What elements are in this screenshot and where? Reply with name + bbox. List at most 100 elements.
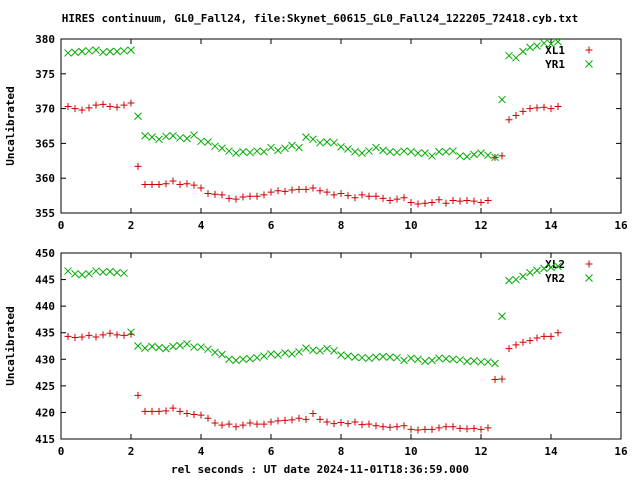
data-point [267,350,275,358]
data-point [106,103,114,111]
data-point [99,100,107,108]
data-point [148,133,156,141]
data-point [316,138,324,147]
data-point [358,149,366,157]
data-point [295,143,303,152]
data-point [400,194,408,202]
data-point [316,346,324,355]
data-point [533,334,541,342]
x-tick-label: 14 [544,219,558,232]
data-point [449,196,457,204]
data-point [204,414,212,422]
data-point [540,332,548,340]
data-point [428,152,436,160]
data-point [484,424,492,432]
data-point [519,107,527,115]
data-point [176,180,184,188]
data-point [120,269,128,278]
data-point [64,103,72,111]
data-point [155,135,163,144]
data-point [414,355,422,364]
data-point [337,190,345,198]
legend-marker-XL2 [585,260,593,268]
data-point [127,99,135,107]
data-point [519,338,527,346]
data-point [295,414,303,422]
data-point [498,152,506,160]
y-axis-label: Uncalibrated [4,86,17,165]
data-point [505,276,513,285]
data-point [442,147,450,156]
data-point [449,423,457,431]
data-point [421,199,429,207]
data-point [442,199,450,207]
data-point [288,186,296,194]
data-point [540,103,548,111]
data-point [421,425,429,433]
data-point [260,191,268,199]
data-point [470,357,478,365]
data-point [330,420,338,428]
data-point [239,147,247,156]
x-tick-label: 2 [128,219,135,232]
data-point [400,147,408,155]
data-point [323,138,331,146]
x-tick-label: 16 [614,219,628,232]
y-axis-label: Uncalibrated [4,306,17,385]
legend-marker-YR2 [585,274,593,282]
data-point [281,144,289,153]
data-point [372,353,380,362]
data-point [477,199,485,207]
data-point [309,346,317,355]
data-point [71,105,79,113]
data-point [400,422,408,430]
data-point [183,340,191,348]
data-point [232,423,240,431]
data-point [225,355,233,364]
data-point [316,415,324,423]
data-point [456,197,464,205]
data-point [162,407,170,415]
y-tick-label: 365 [35,137,55,150]
x-tick-label: 6 [268,445,275,458]
data-point [449,355,457,364]
data-point [477,149,485,157]
data-point [78,333,86,341]
data-point [505,51,513,60]
data-point [330,138,338,147]
data-point [407,425,415,433]
data-point [267,188,275,196]
data-point [407,354,415,363]
data-point [323,418,331,426]
plot-title: HIRES continuum, GL0_Fall24, file:Skynet… [61,12,579,25]
data-point [134,112,142,121]
x-axis-label: rel seconds : UT date 2024-11-01T18:36:5… [170,463,469,476]
data-point [246,192,254,200]
data-point [442,354,450,363]
data-point [155,343,163,352]
data-point [379,194,387,202]
data-point [281,187,289,195]
data-point [113,47,121,56]
data-point [309,409,317,417]
data-point [463,425,471,433]
data-point [197,343,205,351]
data-point [414,426,422,434]
data-point [127,46,135,54]
data-point [169,177,177,185]
data-point [85,331,93,339]
x-tick-label: 4 [198,219,205,232]
data-point [141,344,149,352]
data-point [162,180,170,188]
data-point [302,415,310,423]
data-point [477,358,485,366]
data-point [505,116,513,124]
data-point [372,192,380,200]
x-tick-label: 16 [614,445,628,458]
data-point [512,341,520,349]
data-point [78,47,86,56]
data-point [512,275,520,284]
data-point [512,112,520,120]
